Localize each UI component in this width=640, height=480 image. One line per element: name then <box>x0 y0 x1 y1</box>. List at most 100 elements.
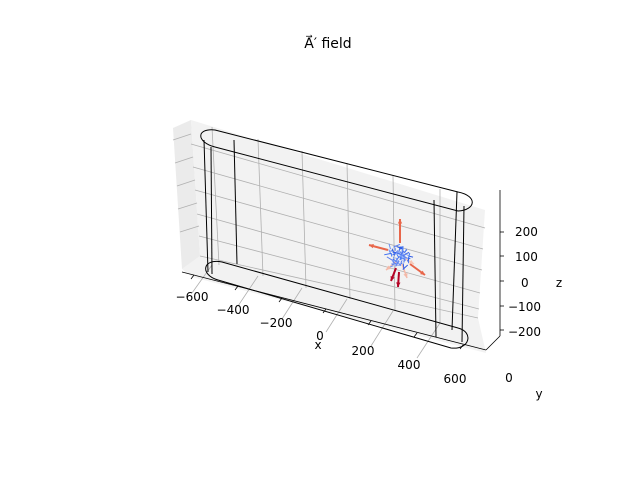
field-arrow <box>391 263 394 266</box>
arrow-head <box>420 270 425 275</box>
x-tick-labels: −600 −400 −200 0 200 400 600 <box>176 290 467 386</box>
outline-edge <box>210 146 213 275</box>
grid-line <box>196 213 481 294</box>
field-arrow <box>401 246 404 250</box>
outline-edge <box>233 139 238 265</box>
field-arrow <box>393 259 395 265</box>
outline-edge <box>203 139 209 273</box>
grid-line <box>325 298 348 333</box>
field-arrow <box>404 255 406 262</box>
arrow-head <box>390 276 395 281</box>
grid-line <box>301 150 307 289</box>
x-tick <box>413 332 418 338</box>
grid-line <box>177 202 198 210</box>
grid-line <box>370 310 394 347</box>
field-arrow <box>386 256 393 261</box>
y-axis-label: y <box>535 387 542 401</box>
field-arrow <box>407 252 411 259</box>
axis-lines <box>181 190 504 351</box>
grid-line <box>190 143 486 229</box>
grid-line <box>179 225 200 233</box>
grid-line <box>237 275 259 307</box>
field-arrow <box>398 251 402 255</box>
field-arrow <box>399 253 402 261</box>
arrow-head <box>386 265 391 270</box>
field-arrow <box>402 252 409 257</box>
field-arrow <box>384 252 392 256</box>
field-arrow <box>396 246 403 250</box>
grid-line <box>172 133 192 141</box>
arrow-head <box>409 259 414 264</box>
z-tick-label: 0 <box>521 276 529 290</box>
x-tick-label: −600 <box>176 290 209 304</box>
field-arrow <box>402 264 409 270</box>
floor-pane <box>182 256 486 353</box>
field-arrow <box>405 253 409 257</box>
field-arrow <box>392 251 399 255</box>
field-arrow <box>393 243 401 248</box>
field-arrow <box>395 260 400 267</box>
y-tick-label: 0 <box>505 371 513 385</box>
z-tick-label: −200 <box>508 325 541 339</box>
field-arrow <box>393 252 396 256</box>
field-arrow <box>393 246 396 249</box>
quiver-arrows <box>368 219 426 288</box>
field-arrow <box>400 260 403 263</box>
outline-edge <box>461 205 465 343</box>
x-tick-label: −200 <box>260 316 293 330</box>
grid-line <box>281 287 303 320</box>
grid-line <box>199 255 479 319</box>
grid-line <box>346 162 351 300</box>
grid-line <box>194 189 483 271</box>
z-tick-labels: 200 100 0 −100 −200 <box>508 225 541 339</box>
field-arrow <box>409 255 414 258</box>
z-tick-label: 100 <box>515 250 538 264</box>
grid-line <box>191 264 213 294</box>
field-arrow <box>398 255 402 258</box>
field-arrow <box>396 253 399 258</box>
field-arrow <box>406 257 410 262</box>
z-tick-label: −100 <box>508 300 541 314</box>
field-arrow <box>396 260 402 267</box>
chart-title: A⃗′ field <box>304 34 351 52</box>
z-axis-label: z <box>556 276 562 290</box>
x-axis-line <box>181 271 487 351</box>
grid-line <box>174 156 194 164</box>
field-arrow <box>399 250 405 256</box>
grid-line <box>392 174 396 312</box>
x-tick-label: 400 <box>398 358 421 372</box>
x-tick-label: −400 <box>217 303 250 317</box>
grid-lines <box>172 126 486 359</box>
grid-line <box>198 235 480 310</box>
arrow-head <box>396 282 401 287</box>
field-arrow <box>390 265 394 268</box>
arrow-head <box>397 219 403 224</box>
outline-top <box>200 129 473 212</box>
back-pane <box>191 120 485 318</box>
x-tick <box>234 285 239 291</box>
x-tick-label: 0 <box>316 329 324 343</box>
axes-panes <box>173 120 486 353</box>
outline-bottom <box>205 260 469 349</box>
arrow-head <box>369 244 374 249</box>
outline-edge <box>433 199 437 338</box>
field-arrow <box>392 256 395 259</box>
field-arrow <box>390 250 393 252</box>
x-axis-label: x <box>314 338 321 352</box>
arrow-head <box>403 273 408 278</box>
y-axis-line <box>485 335 501 351</box>
field-arrow <box>391 248 395 255</box>
grid-line <box>176 179 196 187</box>
field-arrow <box>403 249 408 254</box>
x-tick-label: 200 <box>352 344 375 358</box>
left-pane <box>173 120 200 269</box>
field-arrow <box>388 243 391 250</box>
cylinder-outline <box>200 129 473 349</box>
x-tick-label: 600 <box>444 372 467 386</box>
grid-line <box>257 138 264 277</box>
field-arrow <box>395 257 400 263</box>
field-arrow <box>395 250 400 255</box>
x-tick <box>190 274 195 280</box>
z-tick-label: 200 <box>515 225 538 239</box>
